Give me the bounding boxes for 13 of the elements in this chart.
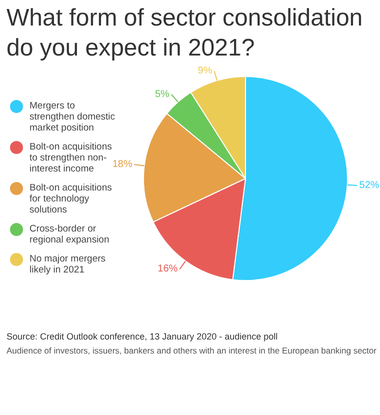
legend-label: Cross-border or regional expansion [30, 224, 110, 246]
data-label: 18% [112, 158, 132, 170]
data-label: 16% [158, 264, 178, 275]
legend-label: Bolt-on acquisitions to strengthen non-interest income [30, 142, 112, 174]
data-label: 5% [154, 88, 170, 100]
data-label: 9% [198, 65, 212, 76]
legend-label: Bolt-on acquisitions for technology solutions [30, 182, 112, 216]
legend-label: Mergers to strengthen domestic market position [30, 100, 116, 134]
source-note: Source: Credit Outlook conference, 13 January 2020 - audience poll [6, 332, 278, 342]
data-label: 52% [359, 180, 380, 192]
legend-label: No major mergers likely in 2021 [30, 254, 106, 276]
chart-title: What form of sector consolidation do you expect in 2021? [6, 4, 363, 62]
text: Audience of investors, issuers, bankers and others with an interest in the European banking sector [6, 346, 377, 356]
